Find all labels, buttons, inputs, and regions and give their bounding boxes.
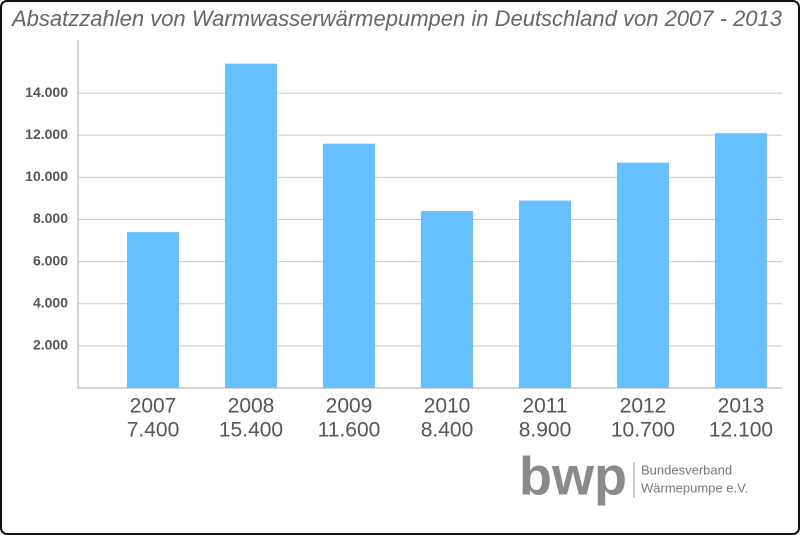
y-tick-label: 10.000 [25, 168, 68, 184]
y-tick-label: 2.000 [33, 337, 68, 353]
bar [323, 143, 375, 388]
y-tick-label: 8.000 [33, 210, 68, 226]
value-label: 15.400 [219, 419, 283, 442]
logo-name: Bundesverband [641, 462, 732, 477]
plot-area: 2.000 4.000 6.000 8.000 10.000 12.000 14.000 20… [25, 40, 782, 442]
x-tick-label: 2013 [718, 395, 765, 418]
y-tick-label: 12.000 [25, 126, 68, 142]
value-label: 7.400 [127, 419, 180, 442]
value-label: 8.900 [519, 419, 572, 442]
x-tick-label: 2008 [228, 395, 275, 418]
value-label: 8.400 [421, 419, 474, 442]
bar [519, 200, 571, 388]
x-tick-label: 2011 [522, 395, 567, 418]
x-tick-label: 2012 [620, 395, 667, 418]
x-tick-label: 2010 [424, 395, 471, 418]
x-tick-label: 2007 [130, 395, 177, 418]
logo-name: Wärmepumpe e.V. [641, 480, 748, 495]
bar [715, 133, 767, 388]
bar [617, 162, 669, 388]
logo-mark: bwp [519, 446, 627, 506]
y-tick-label: 6.000 [33, 252, 68, 268]
y-tick-label: 14.000 [25, 84, 68, 100]
value-label: 10.700 [611, 419, 675, 442]
x-tick-label: 2009 [326, 395, 373, 418]
value-label: 11.600 [318, 419, 381, 442]
bar [225, 63, 277, 388]
y-tick-label: 4.000 [33, 294, 68, 310]
bar [421, 211, 473, 388]
chart-title: Absatzzahlen von Warmwasserwärmepumpen i… [10, 6, 783, 31]
value-label: 12.100 [709, 419, 773, 442]
bar [127, 232, 179, 388]
